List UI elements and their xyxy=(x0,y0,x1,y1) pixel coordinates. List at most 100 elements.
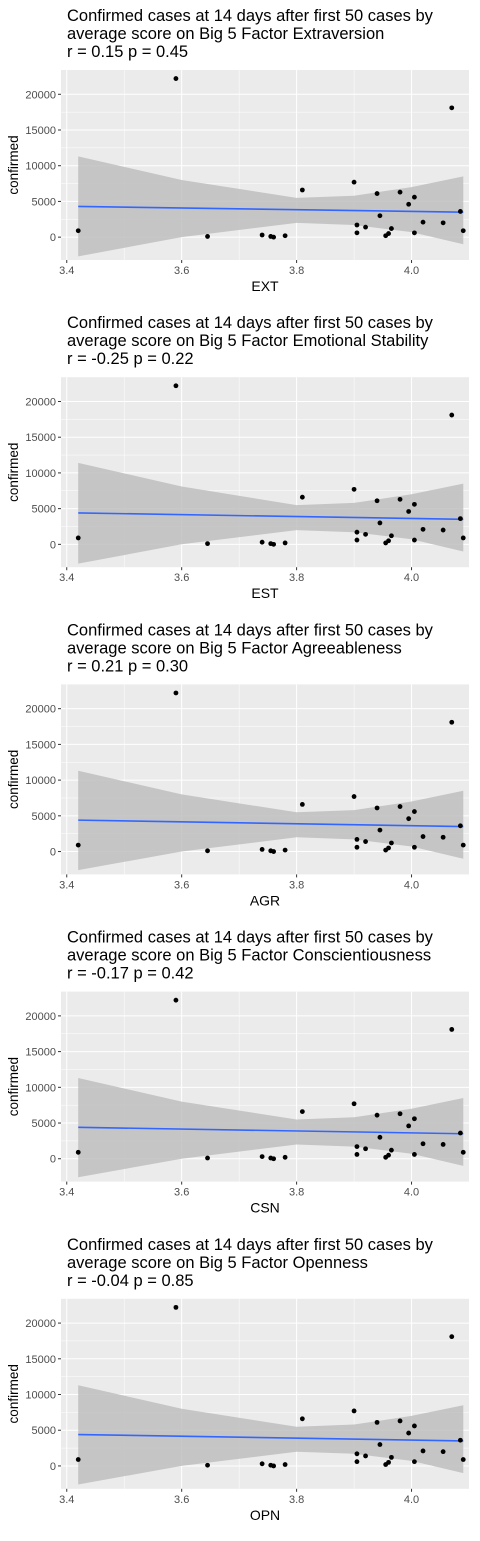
y-axis-label: confirmed xyxy=(6,1057,21,1116)
x-tick-label: 3.4 xyxy=(59,1494,74,1506)
chart-est: Confirmed cases at 14 days after first 5… xyxy=(6,314,469,601)
data-point xyxy=(75,1457,81,1462)
data-point xyxy=(354,1459,360,1465)
data-point xyxy=(397,804,403,809)
chart-ext: Confirmed cases at 14 days after first 5… xyxy=(6,7,469,294)
data-point xyxy=(282,233,288,239)
y-tick-label: 5000 xyxy=(32,1425,56,1437)
y-tick-label: 0 xyxy=(50,232,56,244)
data-point xyxy=(386,1459,391,1465)
y-tick-label: 15000 xyxy=(25,1047,56,1059)
data-point xyxy=(460,1149,466,1155)
data-point xyxy=(386,845,391,851)
data-point xyxy=(406,1123,412,1129)
data-point xyxy=(299,494,305,500)
data-point xyxy=(75,842,81,848)
data-point xyxy=(173,690,179,696)
data-point xyxy=(412,230,417,236)
x-tick-label: 4.0 xyxy=(404,879,419,891)
data-point xyxy=(354,844,360,850)
chart-title-line: average score on Big 5 Factor Openness xyxy=(67,1254,368,1272)
data-point xyxy=(354,1152,360,1157)
chart-title-line: Confirmed cases at 14 days after first 5… xyxy=(67,314,434,332)
data-point xyxy=(282,1154,288,1160)
x-tick-label: 3.4 xyxy=(59,265,74,277)
data-point xyxy=(377,213,383,219)
data-point xyxy=(449,412,455,418)
data-point xyxy=(412,194,417,200)
data-point xyxy=(460,842,466,848)
data-point xyxy=(412,1423,417,1429)
trend-line xyxy=(78,1126,464,1135)
data-point xyxy=(397,1418,403,1424)
data-point xyxy=(354,222,360,228)
data-point xyxy=(420,219,426,225)
data-point xyxy=(420,1448,426,1454)
data-point xyxy=(354,1144,360,1149)
y-tick-label: 0 xyxy=(50,1461,56,1473)
data-point xyxy=(440,527,446,533)
data-point xyxy=(420,526,426,532)
chart-title-line: Confirmed cases at 14 days after first 5… xyxy=(67,7,434,25)
data-point xyxy=(363,1453,368,1459)
y-tick-label: 5000 xyxy=(32,1118,56,1130)
data-point xyxy=(460,535,466,541)
data-point xyxy=(351,794,357,799)
data-point xyxy=(363,531,368,537)
data-point xyxy=(363,224,368,230)
data-point xyxy=(389,226,394,231)
chart-title-line: average score on Big 5 Factor Extraversi… xyxy=(67,25,384,43)
data-point xyxy=(351,486,357,492)
data-point xyxy=(406,816,412,822)
y-tick-label: 15000 xyxy=(25,1354,56,1366)
data-point xyxy=(205,541,210,547)
x-tick-label: 3.4 xyxy=(59,879,74,891)
data-point xyxy=(299,1109,305,1114)
x-tick-label: 3.8 xyxy=(289,572,304,584)
data-point xyxy=(457,516,463,522)
data-point xyxy=(389,840,394,846)
confidence-band xyxy=(78,462,464,564)
x-tick-label: 3.6 xyxy=(174,1187,189,1199)
data-point xyxy=(205,848,210,854)
data-point xyxy=(173,1304,179,1310)
data-point xyxy=(457,1437,463,1443)
chart-title-line: r = 0.15 p = 0.45 xyxy=(67,43,188,61)
y-tick-label: 10000 xyxy=(25,1082,56,1094)
x-tick-label: 4.0 xyxy=(404,1187,419,1199)
data-point xyxy=(299,1416,305,1422)
trend-line xyxy=(78,512,464,521)
y-tick-label: 10000 xyxy=(25,468,56,480)
data-point xyxy=(377,1134,383,1140)
y-tick-label: 15000 xyxy=(25,432,56,444)
y-tick-label: 10000 xyxy=(25,1390,56,1402)
chart-title-line: r = -0.04 p = 0.85 xyxy=(67,1272,194,1290)
chart-csn: Confirmed cases at 14 days after first 5… xyxy=(6,929,469,1216)
data-point xyxy=(412,809,417,814)
data-point xyxy=(449,105,455,111)
chart-agr: Confirmed cases at 14 days after first 5… xyxy=(6,621,469,908)
data-point xyxy=(406,201,412,207)
y-tick-label: 5000 xyxy=(32,196,56,208)
y-tick-label: 10000 xyxy=(25,775,56,787)
data-point xyxy=(271,541,277,547)
y-tick-label: 5000 xyxy=(32,811,56,823)
y-axis-label: confirmed xyxy=(6,1364,21,1423)
data-point xyxy=(271,1463,277,1469)
data-point xyxy=(173,997,179,1003)
x-tick-label: 3.4 xyxy=(59,1187,74,1199)
data-point xyxy=(440,220,446,226)
data-point xyxy=(351,1101,357,1107)
data-point xyxy=(440,834,446,840)
chart-opn: Confirmed cases at 14 days after first 5… xyxy=(6,1236,469,1523)
data-point xyxy=(259,539,265,545)
data-point xyxy=(259,232,265,238)
data-point xyxy=(412,1459,417,1465)
data-point xyxy=(386,231,391,236)
x-tick-label: 3.8 xyxy=(289,265,304,277)
data-point xyxy=(271,849,277,854)
x-axis-label: EST xyxy=(251,585,279,601)
x-axis-label: OPN xyxy=(250,1507,280,1523)
data-point xyxy=(389,1147,394,1153)
